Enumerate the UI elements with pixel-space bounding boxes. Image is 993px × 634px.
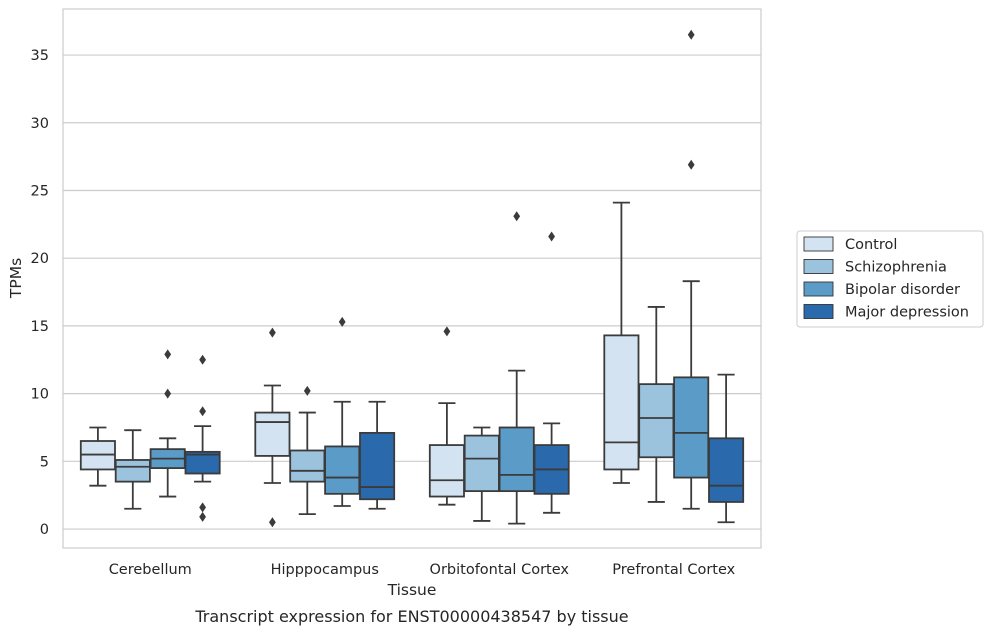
- box-3-0: [184, 354, 221, 522]
- box-0-1: [254, 327, 291, 528]
- y-tick-label: 30: [31, 116, 49, 132]
- legend-swatch: [803, 236, 834, 252]
- legend-label: Major depression: [845, 305, 969, 321]
- box-series: [79, 29, 745, 528]
- box-3-2: [533, 231, 570, 514]
- outlier-point: [199, 511, 206, 522]
- box-body: [638, 383, 675, 459]
- box-body: [673, 376, 710, 479]
- legend-frame: [796, 230, 984, 328]
- x-tick-label: Orbitofontal Cortex: [430, 562, 570, 578]
- legend-label: Control: [845, 237, 897, 253]
- y-tick-label: 0: [40, 522, 49, 538]
- x-tick-label: Prefrontal Cortex: [612, 562, 735, 578]
- legend-items: Control Schizophrenia Bipolar disorder Majo…: [803, 236, 969, 321]
- y-tick-label: 20: [31, 251, 49, 267]
- y-tick-label: 10: [31, 387, 49, 403]
- x-tick-label: Hipppocampus: [271, 562, 379, 578]
- box-body: [289, 449, 326, 483]
- box-body: [498, 426, 535, 493]
- legend: Control Schizophrenia Bipolar disorder Majo…: [796, 230, 984, 328]
- legend-label: Bipolar disorder: [845, 282, 960, 298]
- x-axis-label: Tissue: [387, 581, 437, 599]
- y-tick-label: 15: [31, 319, 49, 335]
- box-body: [708, 437, 745, 503]
- y-tick-label: 25: [31, 183, 49, 199]
- box-body: [184, 450, 221, 475]
- legend-label: Schizophrenia: [845, 260, 947, 276]
- box-body: [463, 434, 500, 493]
- x-axis-ticks: Cerebellum Hipppocampus Orbitofontal Corte…: [109, 562, 736, 578]
- box-0-0: [79, 426, 116, 487]
- outlier-point: [164, 388, 172, 399]
- outlier-point: [687, 159, 695, 170]
- outlier-point: [164, 349, 172, 360]
- y-tick-label: 35: [31, 48, 49, 64]
- outlier-point: [269, 517, 276, 528]
- box-3-3: [708, 373, 745, 524]
- outlier-point: [199, 502, 206, 513]
- box-body: [603, 334, 640, 471]
- box-body: [324, 445, 361, 495]
- legend-swatch: [803, 259, 834, 274]
- box-body: [114, 459, 151, 483]
- box-body: [254, 411, 291, 457]
- plot-frame: [62, 8, 762, 549]
- box-0-3: [603, 201, 640, 484]
- chart-caption: Transcript expression for ENST0000043854…: [194, 607, 628, 626]
- legend-swatch: [803, 304, 834, 319]
- box-2-0: [149, 349, 186, 498]
- outlier-point: [548, 231, 555, 242]
- box-1-3: [638, 306, 675, 503]
- box-1-2: [463, 426, 500, 522]
- outlier-point: [199, 406, 206, 417]
- y-tick-label: 5: [40, 454, 49, 470]
- box-3-1: [359, 400, 396, 510]
- x-tick-label: Cerebellum: [109, 562, 192, 578]
- box-1-1: [289, 385, 326, 516]
- box-0-2: [428, 326, 465, 506]
- box-2-3: [673, 29, 710, 510]
- outlier-point: [199, 354, 206, 365]
- outlier-point: [513, 211, 521, 222]
- box-2-1: [324, 316, 361, 507]
- y-axis-ticks: 0 5 10 15 20 25 30 35: [31, 48, 49, 538]
- legend-swatch: [803, 281, 834, 297]
- outlier-point: [338, 316, 346, 327]
- y-axis-label: TPMs: [7, 258, 25, 299]
- box-1-0: [114, 429, 151, 510]
- box-body: [359, 431, 396, 501]
- outlier-point: [687, 29, 695, 40]
- box-body: [428, 444, 465, 498]
- outlier-point: [303, 385, 311, 396]
- outlier-point: [269, 327, 276, 338]
- outlier-point: [443, 326, 451, 337]
